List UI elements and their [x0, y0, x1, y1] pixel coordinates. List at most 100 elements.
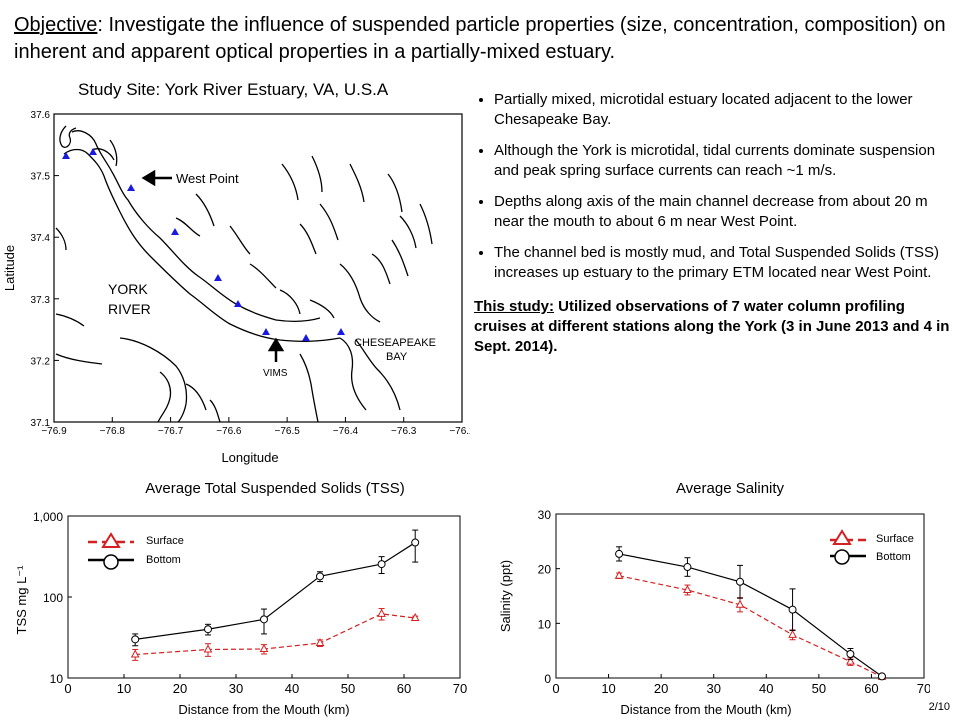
x-tick-label: 50 — [812, 681, 826, 696]
salinity-xlabel: Distance from the Mouth (km) — [620, 702, 791, 717]
study-text: Utilized observations of 7 water column … — [474, 298, 950, 355]
label-west-point: West Point — [176, 171, 239, 186]
label-vims: VIMS — [263, 368, 288, 379]
station-marker — [171, 228, 179, 235]
map-x-tick-label: −76.2 — [449, 426, 470, 437]
map-y-tick-label: 37.6 — [31, 110, 51, 121]
page-number: 2/10 — [928, 701, 950, 713]
legend-triangle-icon — [832, 529, 852, 545]
map-x-tick-label: −76.3 — [391, 426, 417, 437]
data-point-triangle — [846, 656, 855, 665]
data-point-circle — [204, 625, 212, 634]
bullet-item: Depths along axis of the main channel de… — [494, 192, 952, 232]
salinity-ylabel: Salinity (ppt) — [498, 560, 513, 632]
x-tick-label: 20 — [654, 681, 668, 696]
map-ylabel: Latitude — [2, 245, 17, 291]
data-point-circle — [260, 615, 268, 624]
tss-ylabel: TSS mg L⁻¹ — [14, 565, 29, 635]
x-tick-label: 70 — [917, 681, 930, 696]
legend-circle-icon — [103, 554, 119, 570]
tss-legend-bottom: Bottom — [146, 554, 181, 566]
map-y-tick-label: 37.1 — [31, 418, 51, 429]
x-tick-label: 40 — [759, 681, 773, 696]
bullet-list: Partially mixed, microtidal estuary loca… — [474, 90, 952, 357]
x-tick-label: 30 — [706, 681, 720, 696]
tss-legend-surface: Surface — [146, 535, 184, 547]
y-tick-label: 30 — [538, 508, 552, 522]
map-x-ticks: −76.9 −76.8 −76.7 −76.6 −76.5 −76.4 −76.3 −76.2 — [41, 417, 470, 437]
map-arrows — [141, 169, 285, 362]
series-line — [135, 613, 416, 656]
map-x-tick-label: −76.5 — [274, 426, 300, 437]
x-tick-label: 70 — [453, 681, 467, 696]
station-marker — [89, 148, 97, 155]
x-tick-label: 20 — [173, 681, 187, 696]
salinity-legend: Surface Bottom — [830, 529, 914, 565]
data-point-triangle — [410, 612, 420, 622]
x-tick-label: 0 — [552, 681, 559, 696]
data-point-triangle — [377, 608, 386, 617]
map-x-tick-label: −76.6 — [216, 426, 242, 437]
data-point-circle — [683, 563, 692, 572]
arrowhead-icon — [267, 337, 285, 352]
data-point-circle — [377, 560, 386, 569]
station-marker — [262, 328, 270, 335]
objective-heading: Objective: Investigate the influence of … — [14, 12, 949, 66]
series-line — [135, 542, 416, 640]
y-tick-label: 10 — [538, 617, 552, 631]
data-point-triangle — [203, 644, 213, 653]
salinity-legend-bottom: Bottom — [876, 551, 911, 563]
station-marker — [127, 184, 135, 191]
station-marker — [337, 328, 345, 335]
y-tick-label: 1,000 — [33, 510, 63, 524]
data-point-circle — [788, 605, 797, 614]
legend-circle-icon — [834, 549, 850, 565]
arrowhead-icon — [141, 169, 156, 187]
label-bay: BAY — [386, 351, 408, 363]
study-site-map: West Point YORK RIVER VIMS CHESEAPEAKE B… — [2, 110, 470, 465]
bullet-item: Partially mixed, microtidal estuary loca… — [494, 90, 952, 130]
data-point-triangle — [735, 599, 745, 608]
data-point-circle — [316, 572, 324, 581]
bullet-item: Although the York is microtidal, tidal c… — [494, 141, 952, 181]
map-frame — [53, 113, 463, 423]
study-note: This study: Utilized observations of 7 w… — [474, 297, 952, 357]
map-title: Study Site: York River Estuary, VA, U.S.… — [78, 80, 389, 99]
x-tick-label: 40 — [285, 681, 299, 696]
data-point-triangle — [788, 629, 797, 638]
salinity-chart: 0 10 20 30 40 50 60 70 30 20 10 0 Surface Bottom Di… — [498, 508, 930, 717]
salinity-plot-frame — [555, 513, 925, 679]
station-marker — [234, 300, 242, 307]
data-point-circle — [411, 538, 420, 547]
station-marker — [302, 334, 310, 341]
station-markers — [62, 148, 345, 341]
objective-label: Objective — [14, 14, 98, 36]
salinity-axis-ticks: 0 10 20 30 40 50 60 70 30 20 10 0 — [538, 508, 930, 696]
y-tick-label: 100 — [43, 591, 63, 605]
series-line — [618, 553, 883, 677]
data-point-circle — [877, 672, 886, 681]
map-y-tick-label: 37.3 — [31, 295, 51, 306]
data-point-circle — [846, 649, 855, 658]
salinity-legend-surface: Surface — [876, 533, 914, 545]
map-y-tick-label: 37.4 — [31, 233, 51, 244]
x-tick-label: 0 — [64, 681, 71, 696]
legend-triangle-icon — [101, 532, 121, 548]
map-xlabel: Longitude — [221, 450, 278, 465]
tss-chart-title: Average Total Suspended Solids (TSS) — [145, 480, 405, 497]
data-point-circle — [736, 577, 744, 586]
map-y-tick-label: 37.5 — [31, 172, 51, 183]
tss-legend: Surface Bottom — [88, 532, 184, 570]
data-point-circle — [615, 549, 624, 558]
data-point-triangle — [259, 643, 269, 653]
label-york: YORK — [108, 281, 148, 297]
x-tick-label: 60 — [397, 681, 411, 696]
station-marker — [214, 274, 222, 281]
y-tick-label: 0 — [544, 672, 551, 686]
study-label: This study: — [474, 298, 555, 315]
data-point-circle — [131, 635, 140, 644]
data-point-triangle — [614, 570, 624, 579]
bullet-item: The channel bed is mostly mud, and Total… — [494, 243, 952, 283]
